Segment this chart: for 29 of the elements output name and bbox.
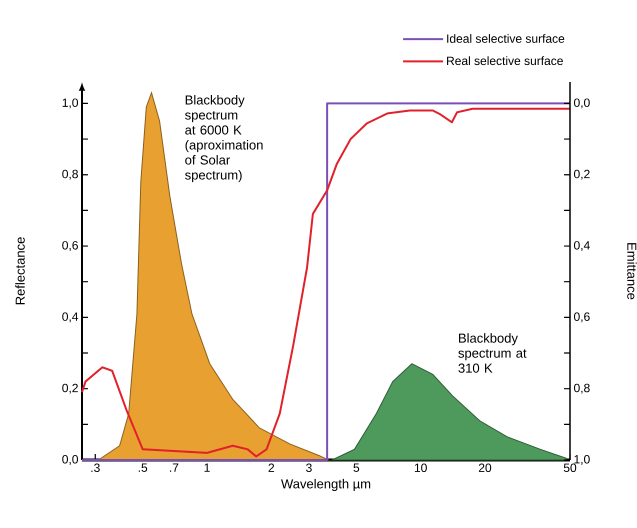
x-tick-label: 1 — [204, 464, 210, 472]
y-tick-label: 0,6 — [62, 241, 78, 251]
annotation: Blackbody spectrum at 6000 K (aproximation of Solar spectrum) — [185, 95, 263, 182]
y2-tick-label: 0,6 — [574, 312, 590, 322]
annotation: Blackbody spectrum at 310 K — [458, 333, 526, 373]
x-tick-label: 20 — [478, 464, 492, 472]
y-tick-label: 1,0 — [62, 98, 78, 108]
y2-tick-label: 1,0 — [574, 455, 590, 465]
y2-tick-label: 0,4 — [574, 241, 590, 251]
legend-label: Real selective surface — [447, 56, 563, 66]
y2-tick-label: 0,0 — [574, 98, 590, 108]
x-tick-label: .3 — [91, 464, 100, 472]
y2-axis-title: Emittance — [627, 243, 637, 300]
y2-tick-label: 0,8 — [574, 384, 590, 394]
y-tick-label: 0,8 — [62, 170, 78, 180]
x-tick-label: .7 — [170, 464, 178, 472]
legend-label: Ideal selective surface — [447, 34, 564, 43]
y-tick-label: 0,2 — [62, 384, 78, 394]
y-axis-title: Reflectance — [15, 237, 25, 304]
x-tick-label: 2 — [268, 464, 274, 472]
x-tick-label: .5 — [138, 464, 148, 472]
x-tick-label: 50 — [564, 464, 576, 472]
y-tick-label: 0,0 — [62, 455, 78, 465]
x-axis-title: Wavelength µm — [281, 478, 370, 492]
x-tick-label: 3 — [306, 464, 312, 472]
x-tick-label: 10 — [414, 464, 427, 472]
x-tick-label: 5 — [353, 464, 360, 472]
y-tick-label: 0,4 — [62, 312, 78, 322]
y2-tick-label: 0,2 — [574, 170, 590, 180]
